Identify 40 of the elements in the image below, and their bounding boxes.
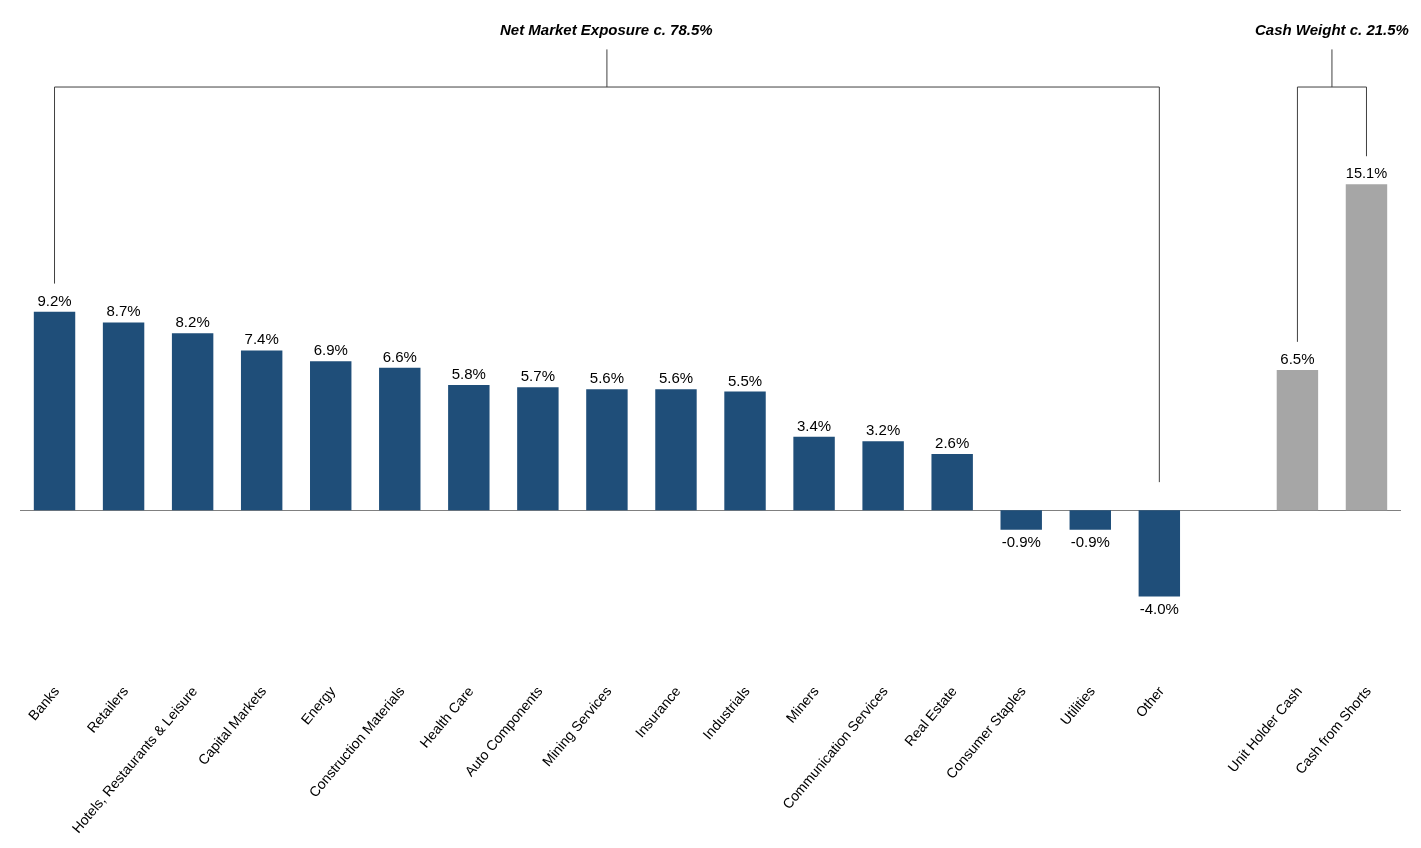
bar [724, 391, 766, 511]
data-label: 7.4% [244, 330, 279, 348]
data-label: 15.1% [1345, 165, 1388, 182]
bar [517, 387, 559, 511]
data-label: 6.6% [382, 347, 417, 365]
data-label: 8.7% [106, 302, 141, 320]
text: Cash Weight c. 21.5% [1255, 21, 1409, 38]
data-label: 8.2% [175, 313, 210, 331]
bar [448, 385, 490, 511]
data-label: -4.0% [1139, 599, 1179, 617]
bar [240, 350, 283, 511]
data-label: 9.2% [37, 291, 72, 309]
data-label: 5.8% [451, 365, 486, 383]
bar [793, 436, 835, 511]
bar [1345, 184, 1388, 511]
bar [586, 389, 628, 511]
bar [1138, 510, 1181, 597]
data-label: 3.4% [796, 416, 832, 434]
data-label: 6.5% [1280, 349, 1315, 367]
data-label: 6.9% [313, 341, 348, 359]
data-label: 5.5% [727, 371, 763, 389]
bar [310, 361, 352, 511]
data-label: -0.9% [1070, 532, 1110, 550]
text: Net Market Exposure c. 78.5% [500, 21, 713, 38]
bar [862, 441, 904, 511]
bar [655, 389, 697, 511]
bar [33, 311, 76, 511]
data-label: 5.6% [658, 369, 694, 387]
bar [171, 333, 214, 511]
bar [1000, 510, 1042, 530]
data-label: 2.6% [935, 434, 970, 452]
bar [102, 322, 145, 511]
data-label: 3.2% [866, 421, 901, 439]
bar [1069, 510, 1111, 530]
data-label: 5.6% [589, 369, 625, 387]
data-label: -0.9% [1001, 532, 1041, 550]
bar [379, 367, 421, 511]
bar [1276, 369, 1319, 511]
bar [931, 454, 973, 511]
data-label: 5.7% [520, 367, 555, 385]
